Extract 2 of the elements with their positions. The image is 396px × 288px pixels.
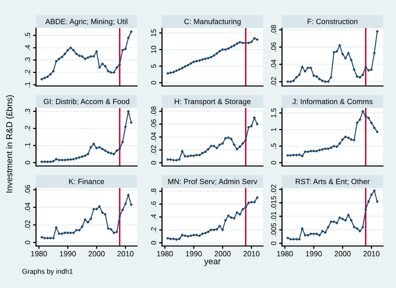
y-axis-title: Investment in R&D (£bns) — [6, 95, 14, 192]
x-axis-title: year — [204, 260, 221, 266]
